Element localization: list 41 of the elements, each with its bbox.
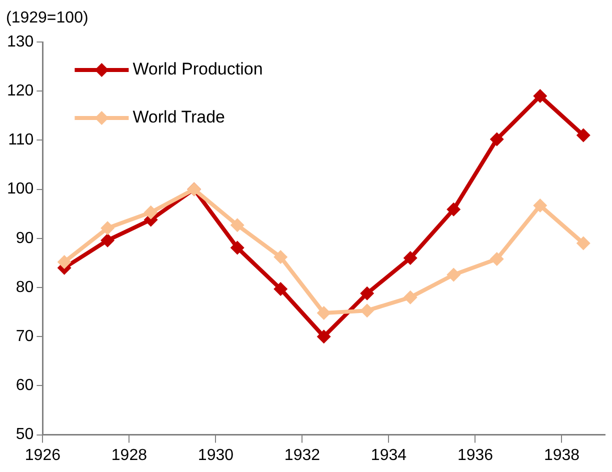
point	[316, 306, 331, 320]
point	[576, 236, 590, 250]
point	[403, 251, 418, 266]
point	[57, 254, 72, 269]
point	[230, 218, 244, 232]
x-tick-label: 1928	[111, 446, 148, 464]
y-axis-title: (1929=100)	[6, 9, 88, 26]
point	[403, 290, 418, 304]
point	[360, 304, 374, 318]
point	[490, 252, 504, 266]
y-tick-label: 90	[16, 230, 34, 247]
x-tick-label: 1932	[284, 446, 320, 464]
point	[490, 132, 504, 146]
point	[446, 268, 461, 282]
point	[230, 240, 244, 255]
x-tick-label: 1926	[24, 446, 61, 464]
point	[100, 233, 115, 248]
point	[576, 128, 590, 142]
x-tick-label: 1936	[457, 446, 494, 464]
y-tick-label: 110	[8, 132, 34, 149]
point	[360, 286, 374, 300]
y-tick-label: 50	[16, 426, 34, 444]
y-tick-label: 60	[16, 377, 34, 394]
x-tick-label: 1930	[198, 446, 234, 464]
point	[100, 221, 115, 236]
x-tick-label: 1934	[370, 446, 407, 464]
y-tick-label: 130	[6, 33, 34, 50]
point	[274, 250, 288, 264]
y-tick-label: 80	[16, 278, 34, 296]
y-tick-label: 120	[6, 82, 34, 100]
point	[533, 89, 548, 104]
point	[144, 205, 158, 220]
legend-label: World Production	[132, 60, 263, 79]
legend-label: World Trade	[132, 108, 225, 127]
point	[446, 202, 461, 216]
point	[533, 198, 548, 213]
y-tick-label: 100	[6, 180, 34, 198]
point	[316, 330, 331, 344]
y-tick-label: 70	[16, 328, 34, 346]
point	[274, 282, 288, 296]
x-tick-label: 1938	[544, 446, 580, 464]
